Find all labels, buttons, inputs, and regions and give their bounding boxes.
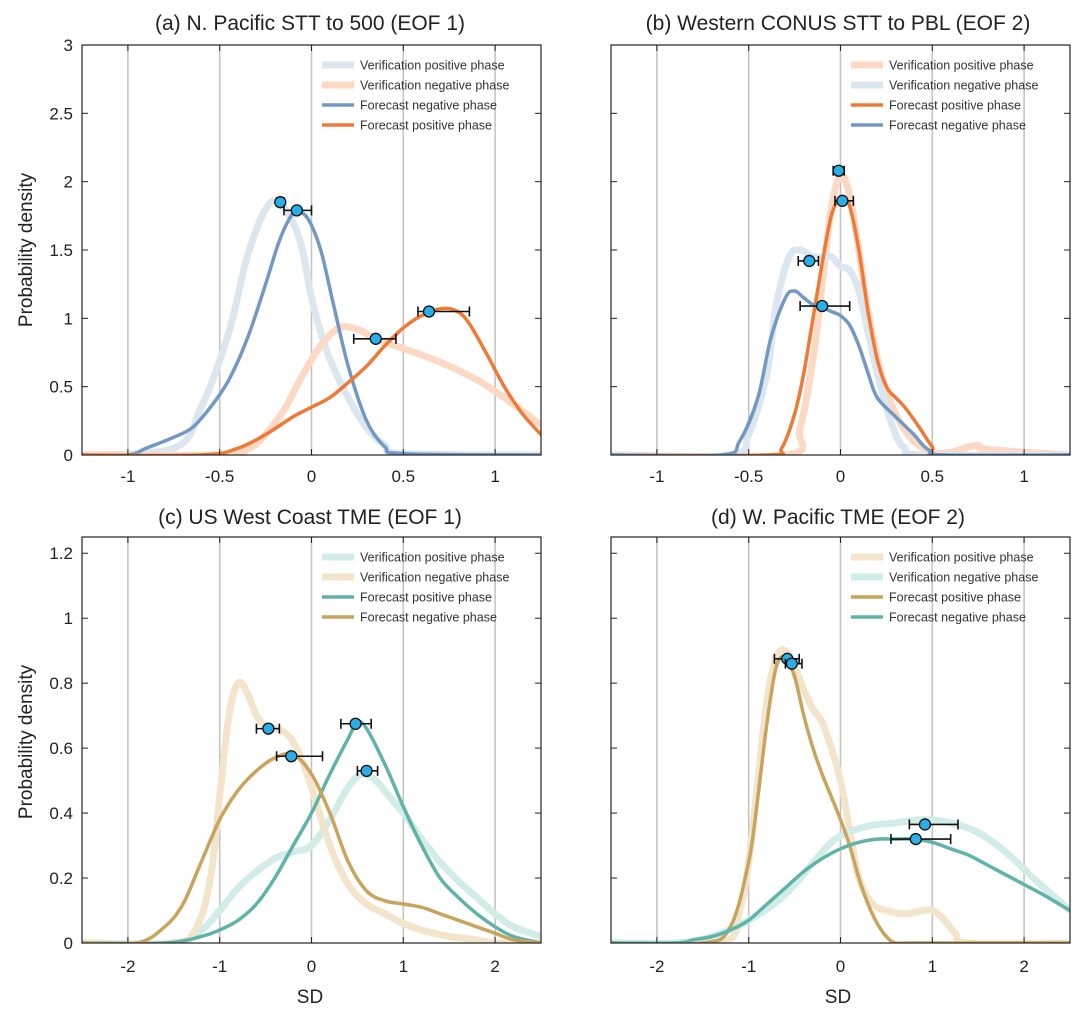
panel-d-xlabel: SD — [825, 987, 851, 1008]
x-tick-label: -0.5 — [205, 467, 234, 486]
panel-c-title: (c) US West Coast TME (EOF 1) — [158, 506, 462, 529]
panel-c: (c) US West Coast TME (EOF 1) Verificati… — [49, 506, 542, 976]
marker-point — [909, 832, 922, 846]
legend-entry: Verification positive phase — [889, 59, 1034, 73]
marker-point — [369, 332, 382, 345]
marker-point — [422, 305, 436, 318]
legend-entry: Verification positive phase — [360, 59, 505, 73]
marker-point — [785, 657, 798, 670]
panel-b-title: (b) Western CONUS STT to PBL (EOF 2) — [646, 12, 1031, 35]
y-tick-label: 0.6 — [49, 739, 73, 758]
legend-entry: Forecast positive phase — [360, 119, 492, 133]
panel-c-ylabel: Probability density — [16, 664, 37, 819]
x-tick-label: 0 — [307, 957, 316, 976]
legend-entry: Verification negative phase — [360, 79, 509, 93]
marker-point — [836, 194, 849, 207]
marker-point — [262, 722, 275, 735]
x-tick-label: 0.5 — [920, 467, 944, 486]
x-tick-label: 2 — [490, 957, 499, 976]
y-tick-label: 1 — [64, 309, 73, 328]
y-tick-label: 0.4 — [49, 804, 73, 823]
marker-point — [918, 818, 932, 831]
y-tick-label: 0.8 — [49, 674, 73, 693]
series-line-1 — [82, 323, 541, 455]
legend-entry: Verification negative phase — [889, 79, 1038, 93]
y-tick-label: 0 — [64, 446, 73, 465]
x-tick-label: -1 — [212, 957, 227, 976]
marker-point — [832, 164, 845, 177]
panel-b: (b) Western CONUS STT to PBL (EOF 2) Ver… — [610, 12, 1071, 486]
legend-entry: Verification positive phase — [360, 551, 505, 565]
marker-point — [815, 299, 829, 313]
x-tick-label: -2 — [120, 957, 135, 976]
y-tick-label: 2 — [64, 173, 73, 192]
panel-a-ylabel: Probability density — [16, 172, 37, 327]
x-tick-label: 1 — [1019, 467, 1028, 486]
y-tick-label: 0 — [64, 934, 73, 953]
series-line-3 — [82, 751, 541, 943]
series-line-2 — [82, 209, 541, 455]
legend-entry: Forecast positive phase — [889, 591, 1021, 605]
marker-point — [349, 717, 362, 730]
marker-point — [290, 204, 303, 217]
x-tick-label: 0 — [836, 467, 845, 486]
y-tick-label: 2.5 — [49, 104, 73, 123]
legend: Verification positive phase Verification … — [851, 551, 1038, 625]
x-tick-label: -1 — [120, 467, 135, 486]
series-line-3 — [611, 289, 1070, 455]
legend-entry: Forecast positive phase — [889, 99, 1021, 113]
x-tick-label: -0.5 — [734, 467, 763, 486]
series-line-0 — [82, 770, 541, 943]
y-tick-label: 0.5 — [49, 378, 73, 397]
panel-a: (a) N. Pacific STT to 500 (EOF 1) Verifi… — [49, 12, 542, 486]
series-line-2 — [611, 195, 1070, 455]
y-tick-label: 3 — [64, 36, 73, 55]
legend-entry: Verification positive phase — [889, 551, 1034, 565]
x-tick-label: 1 — [928, 957, 937, 976]
panel-c-xlabel: SD — [297, 987, 323, 1008]
panel-a-title: (a) N. Pacific STT to 500 (EOF 1) — [155, 12, 465, 35]
y-tick-label: 1.2 — [49, 544, 73, 563]
x-tick-label: -2 — [649, 957, 664, 976]
x-tick-label: 0.5 — [391, 467, 415, 486]
marker-point — [285, 750, 298, 763]
series-line-3 — [82, 306, 541, 455]
legend-entry: Forecast negative phase — [889, 611, 1026, 625]
x-tick-label: 2 — [1019, 957, 1028, 976]
x-tick-label: 1 — [490, 467, 499, 486]
marker-point — [274, 196, 287, 209]
x-tick-label: 1 — [399, 957, 408, 976]
legend-entry: Verification negative phase — [360, 571, 509, 585]
legend: Verification positive phase Verification … — [322, 551, 509, 625]
series-line-1 — [611, 246, 1070, 455]
legend-entry: Forecast negative phase — [360, 99, 497, 113]
x-tick-label: 0 — [836, 957, 845, 976]
marker-point — [803, 254, 816, 268]
x-tick-label: -1 — [649, 467, 664, 486]
series-line-2 — [611, 654, 1070, 943]
series-line-1 — [82, 678, 541, 943]
legend: Verification positive phase Verification … — [851, 59, 1038, 133]
legend-entry: Verification negative phase — [889, 571, 1038, 585]
y-tick-label: 1.5 — [49, 241, 73, 260]
panel-d-title: (d) W. Pacific TME (EOF 2) — [711, 506, 965, 529]
legend-entry: Forecast negative phase — [889, 119, 1026, 133]
y-tick-label: 1 — [64, 609, 73, 628]
marker-point — [360, 764, 373, 778]
series-line-3 — [611, 837, 1070, 943]
legend-entry: Forecast negative phase — [360, 611, 497, 625]
y-tick-label: 0.2 — [49, 869, 73, 888]
legend-entry: Forecast positive phase — [360, 591, 492, 605]
x-tick-label: 0 — [307, 467, 316, 486]
panel-d: (d) W. Pacific TME (EOF 2) Verification … — [610, 506, 1071, 976]
series-line-2 — [82, 719, 541, 943]
x-tick-label: -1 — [741, 957, 756, 976]
legend: Verification positive phase Verification … — [322, 59, 509, 133]
